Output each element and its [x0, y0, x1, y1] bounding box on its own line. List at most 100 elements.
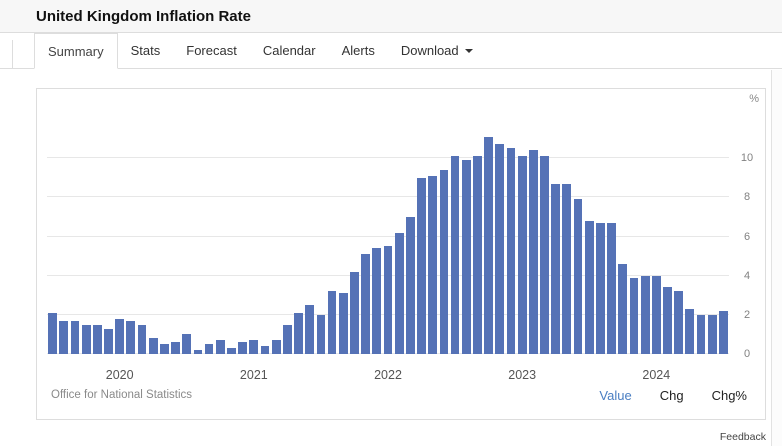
bar: [372, 248, 382, 354]
bar: [383, 246, 393, 354]
tab-forecast-label: Forecast: [186, 43, 237, 58]
bar: [160, 344, 169, 354]
bar: [260, 346, 270, 354]
tab-forecast[interactable]: Forecast: [173, 33, 250, 68]
bar: [651, 275, 661, 354]
y-axis-tick-label: 10: [740, 152, 754, 165]
bar: [81, 324, 91, 354]
bar: [473, 156, 482, 354]
bar: [126, 320, 136, 354]
bar: [696, 314, 706, 354]
bar: [562, 183, 572, 354]
bar: [193, 350, 203, 354]
bar: [350, 271, 359, 354]
bar: [148, 338, 158, 354]
tab-summary[interactable]: Summary: [34, 33, 118, 69]
bar: [104, 328, 113, 354]
bar: [685, 308, 695, 354]
gridline: [47, 196, 729, 198]
x-axis: 2020 2021 2022 2023 2024: [47, 362, 729, 388]
bar: [204, 344, 214, 354]
bar: [719, 310, 728, 354]
mode-chgpct-button[interactable]: Chg%: [711, 387, 747, 403]
page-header: United Kingdom Inflation Rate: [0, 0, 782, 33]
bar: [607, 222, 616, 354]
bar: [227, 348, 236, 354]
tab-stats[interactable]: Stats: [118, 33, 174, 68]
page-title: United Kingdom Inflation Rate: [36, 7, 251, 25]
tab-download[interactable]: Download: [388, 33, 486, 68]
tab-bar: Summary Stats Forecast Calendar Alerts D…: [0, 33, 782, 69]
x-axis-tick-label: 2021: [239, 368, 268, 382]
gridline: [47, 235, 729, 237]
x-axis-tick-label: 2020: [105, 368, 134, 382]
bar: [59, 320, 69, 354]
feedback-link[interactable]: Feedback: [719, 431, 766, 443]
mode-value-button[interactable]: Value: [599, 387, 632, 403]
bar: [450, 156, 460, 354]
bar: [137, 324, 147, 354]
bar: [584, 220, 594, 354]
x-axis-tick-label: 2022: [374, 368, 402, 382]
bar: [417, 177, 426, 354]
bar: [439, 169, 449, 354]
bar: [495, 144, 505, 354]
y-axis-tick-label: 0: [743, 348, 751, 360]
bar: [316, 314, 326, 354]
bar: [182, 334, 192, 354]
bar: [674, 291, 684, 354]
tab-summary-label: Summary: [48, 43, 104, 59]
chart-card: % 0 2 4 6 8 10 2020 2021 2022 2023 2024 Office fo…: [36, 88, 766, 420]
tab-stats-label: Stats: [130, 43, 161, 58]
chevron-down-icon: [464, 48, 473, 53]
bar: [271, 340, 281, 354]
bar: [551, 183, 561, 354]
bar: [573, 199, 583, 354]
tab-alerts[interactable]: Alerts: [329, 33, 388, 68]
chart-footer: Office for National Statistics Value Chg…: [37, 375, 765, 419]
bar: [92, 324, 102, 354]
tab-strip-left-stub: [0, 40, 13, 68]
bar: [528, 150, 538, 354]
scrollbar-track[interactable]: [771, 70, 782, 446]
bar: [461, 160, 471, 354]
bar: [707, 314, 717, 354]
gridline: [47, 157, 729, 159]
bar: [540, 156, 549, 354]
bar: [238, 342, 248, 354]
bar: [215, 340, 225, 354]
bar: [361, 254, 370, 354]
y-axis-tick-label: 2: [743, 308, 751, 321]
bar: [171, 342, 180, 354]
y-axis-tick-label: 8: [743, 191, 751, 204]
bar: [405, 216, 415, 354]
tab-alerts-label: Alerts: [341, 43, 375, 58]
y-axis-unit-label: %: [749, 93, 759, 105]
bar: [596, 222, 605, 354]
bar: [517, 156, 527, 354]
tab-calendar[interactable]: Calendar: [250, 33, 329, 68]
bar: [663, 287, 672, 354]
y-axis-tick-label: 6: [743, 230, 751, 243]
bar: [629, 277, 639, 354]
tab-download-label: Download: [400, 43, 459, 58]
y-axis-tick-label: 4: [743, 269, 751, 282]
bar: [115, 318, 125, 354]
bar: [249, 340, 259, 354]
series-mode-switch: Value Chg Chg%: [599, 388, 747, 403]
bar: [48, 312, 57, 354]
bar: [282, 324, 292, 354]
bar: [484, 136, 493, 354]
bar: [394, 232, 404, 354]
tab-calendar-label: Calendar: [262, 43, 316, 58]
source-label: Office for National Statistics: [51, 389, 193, 401]
bar: [640, 275, 650, 354]
bar: [294, 312, 303, 354]
x-axis-tick-label: 2024: [642, 368, 671, 382]
x-axis-tick-label: 2023: [508, 368, 537, 382]
bar: [305, 305, 315, 354]
bar: [70, 320, 80, 354]
mode-chg-button[interactable]: Chg: [659, 387, 684, 403]
bar: [428, 175, 438, 354]
bar: [506, 148, 516, 354]
